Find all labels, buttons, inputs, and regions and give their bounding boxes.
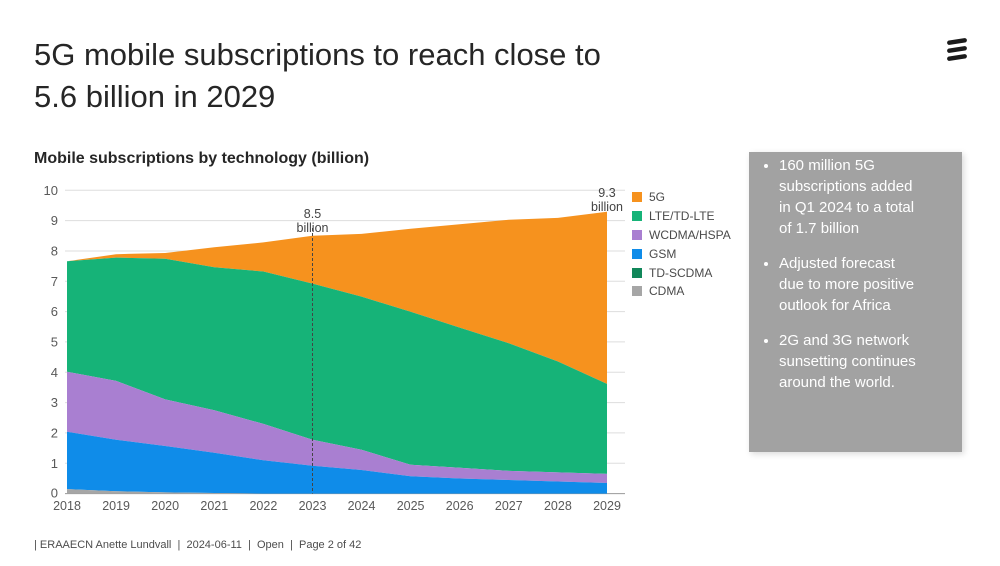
svg-text:9: 9 xyxy=(51,213,58,228)
svg-text:2021: 2021 xyxy=(200,499,228,513)
svg-text:3: 3 xyxy=(51,395,58,410)
svg-text:8: 8 xyxy=(51,244,58,259)
svg-text:4: 4 xyxy=(51,365,58,380)
svg-text:2022: 2022 xyxy=(249,499,277,513)
svg-text:2024: 2024 xyxy=(348,499,376,513)
svg-text:6: 6 xyxy=(51,304,58,319)
svg-text:1: 1 xyxy=(51,456,58,471)
svg-text:5: 5 xyxy=(51,334,58,349)
svg-text:billion: billion xyxy=(591,200,623,214)
svg-text:billion: billion xyxy=(297,221,329,235)
svg-text:2028: 2028 xyxy=(544,499,572,513)
svg-text:8.5: 8.5 xyxy=(304,207,321,221)
svg-text:10: 10 xyxy=(44,183,58,198)
svg-text:2: 2 xyxy=(51,425,58,440)
svg-text:9.3: 9.3 xyxy=(598,186,615,200)
svg-text:2026: 2026 xyxy=(446,499,474,513)
svg-text:2025: 2025 xyxy=(397,499,425,513)
svg-text:7: 7 xyxy=(51,274,58,289)
svg-text:2023: 2023 xyxy=(299,499,327,513)
svg-text:2018: 2018 xyxy=(53,499,81,513)
svg-text:2029: 2029 xyxy=(593,499,621,513)
svg-text:2020: 2020 xyxy=(151,499,179,513)
svg-text:2019: 2019 xyxy=(102,499,130,513)
svg-text:2027: 2027 xyxy=(495,499,523,513)
